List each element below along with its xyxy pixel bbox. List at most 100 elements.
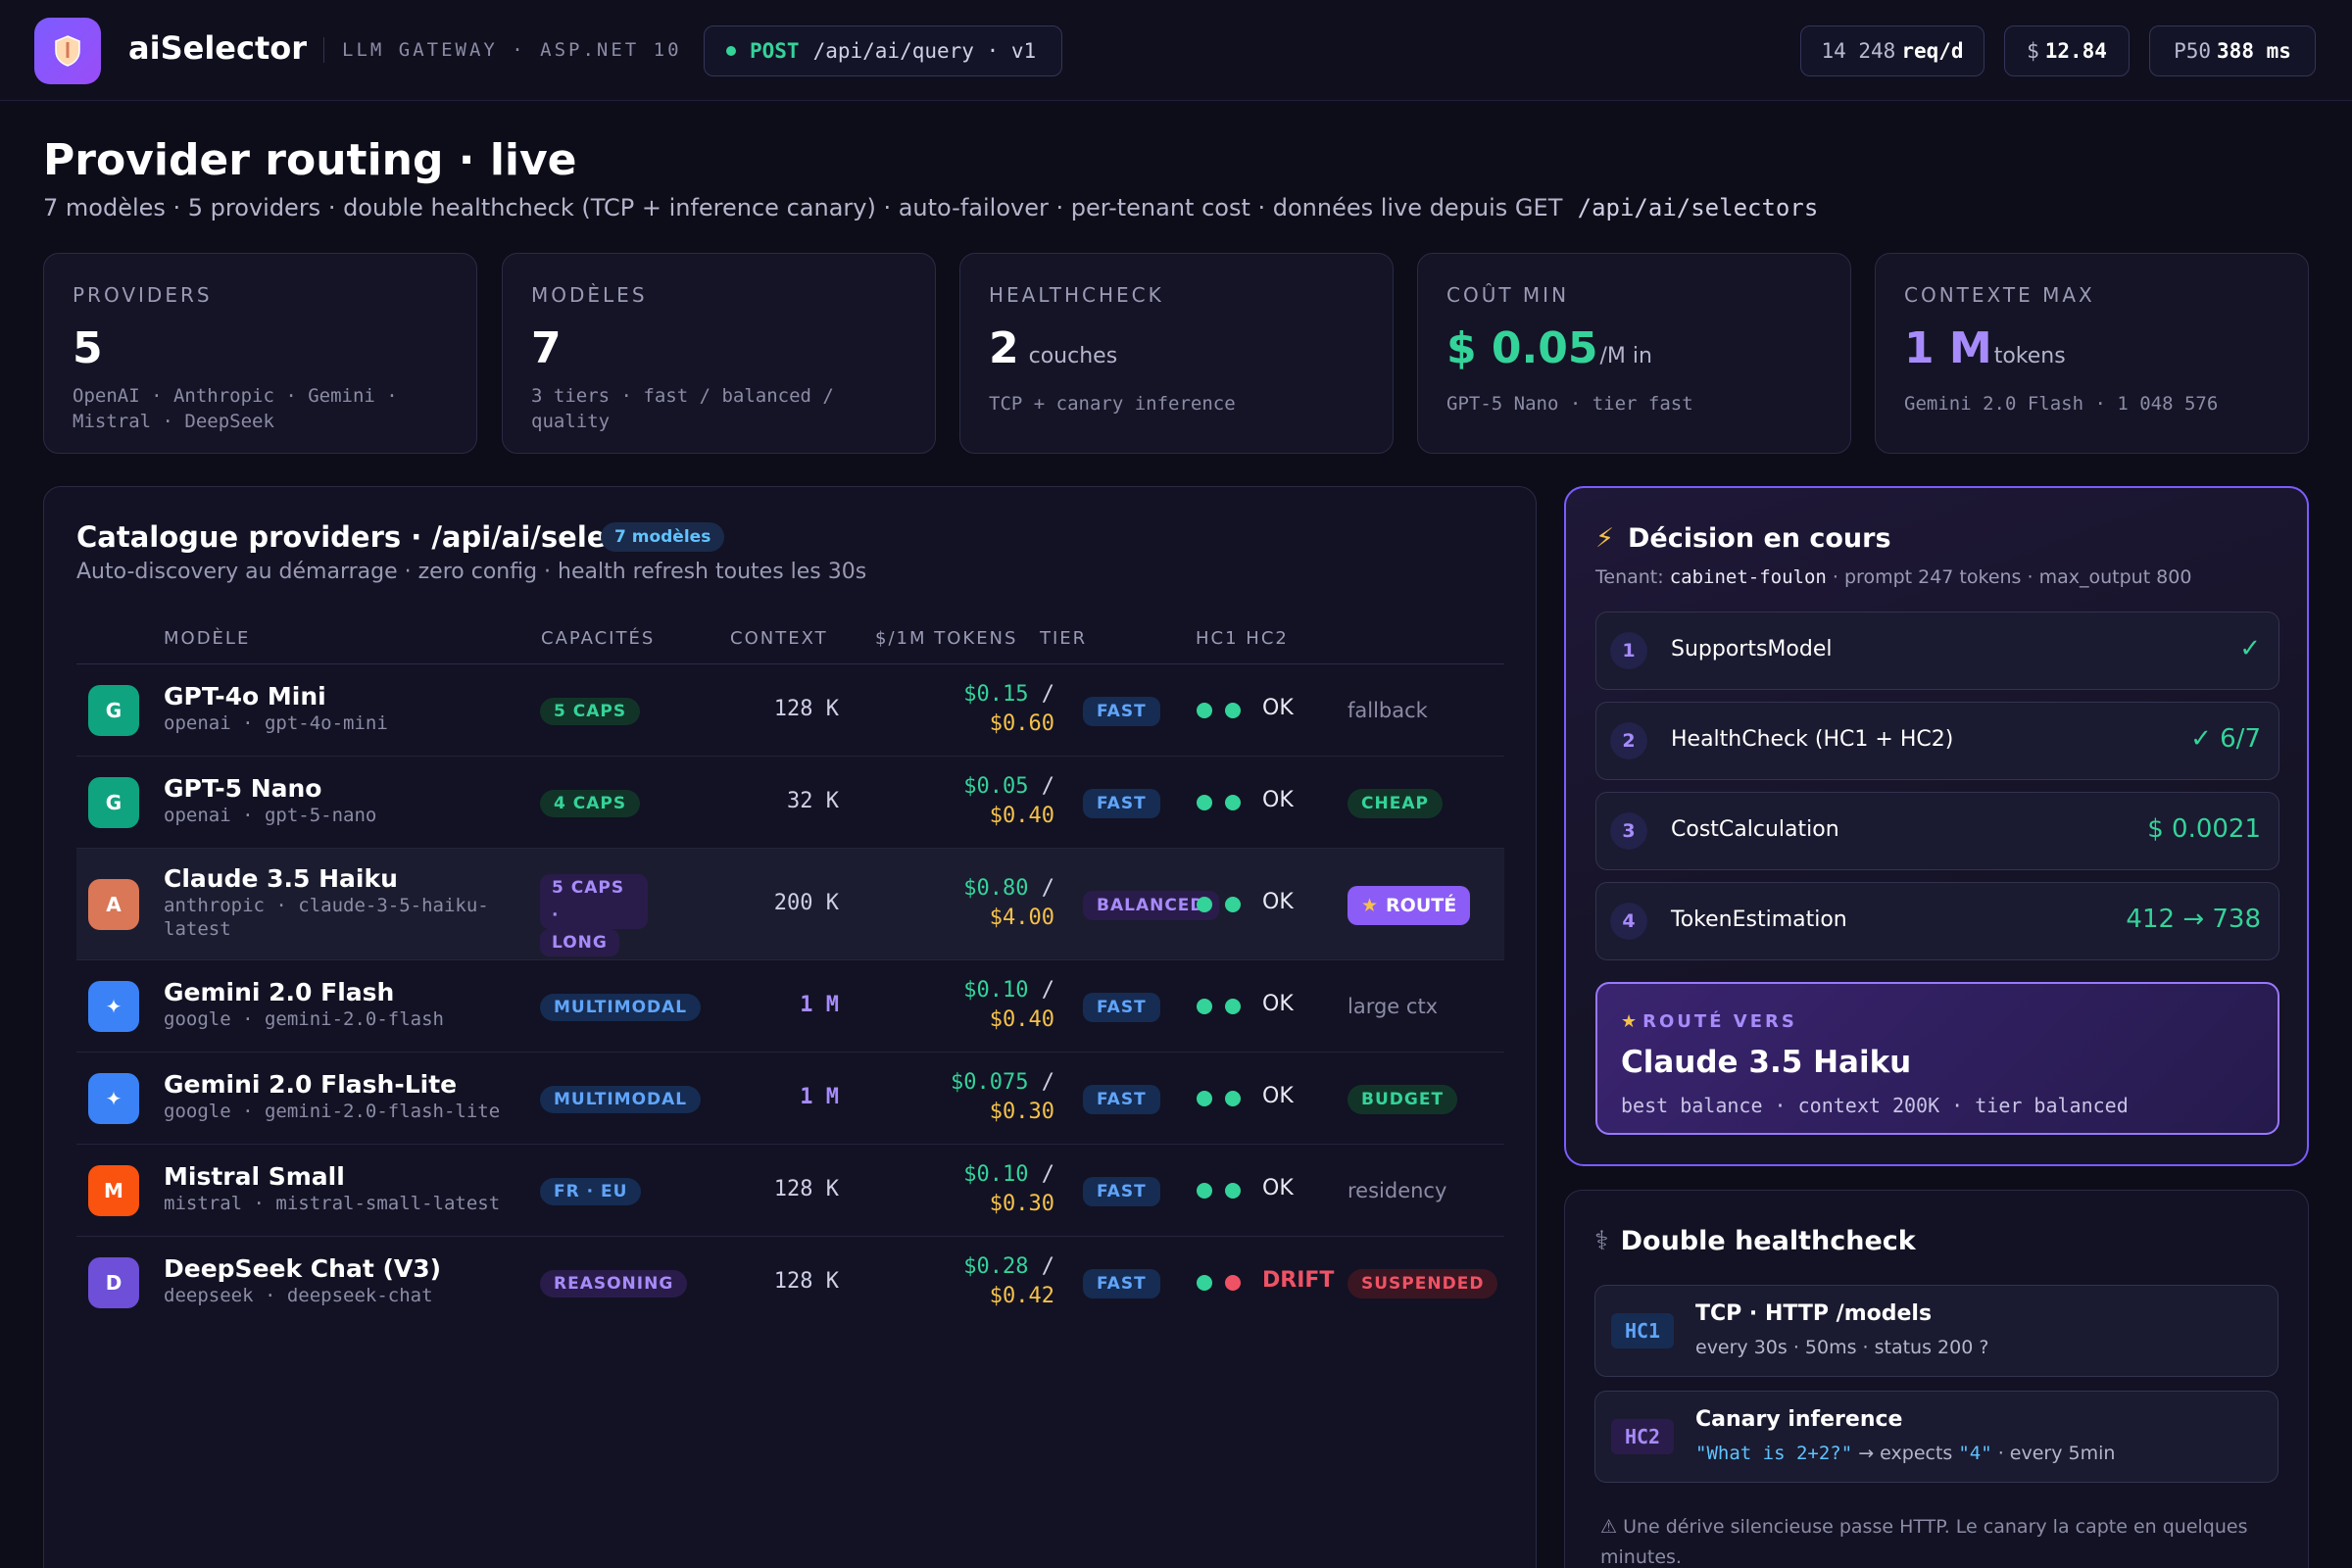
model-name: Gemini 2.0 Flash-Lite — [164, 1070, 458, 1099]
model-id: deepseek · deepseek-chat — [164, 1285, 433, 1306]
column-header-context[interactable]: CONTEXT — [730, 628, 828, 649]
health-status-drift: DRIFT — [1262, 1268, 1335, 1293]
hc1-tag: HC1 — [1611, 1313, 1674, 1348]
page-title: Provider routing · live — [43, 135, 577, 185]
table-row-selected[interactable]: A Claude 3.5 Haiku anthropic · claude-3-… — [76, 849, 1504, 960]
catalogue-panel: Catalogue providers · /api/ai/selectors … — [43, 486, 1537, 1568]
mistral-avatar: M — [88, 1165, 139, 1216]
kpi-max-context: CONTEXTE MAX 1 Mtokens Gemini 2.0 Flash … — [1875, 253, 2309, 454]
endpoint-method: POST — [750, 39, 800, 63]
capabilities-badge: 5 CAPS — [540, 698, 641, 725]
column-header-tier[interactable]: TIER — [1040, 628, 1088, 649]
hc1-status-dot — [1197, 897, 1212, 912]
hc2-status-dot — [1225, 703, 1241, 718]
model-id: openai · gpt-5-nano — [164, 805, 377, 826]
step-cost-calculation[interactable]: 3 CostCalculation $ 0.0021 — [1595, 792, 2279, 870]
openai-avatar: G — [88, 777, 139, 828]
routed-badge[interactable]: ★ ROUTÉ — [1348, 886, 1471, 925]
model-name: GPT-4o Mini — [164, 682, 326, 710]
price-cell: $0.05 /$0.40 — [963, 774, 1054, 828]
hc1-card: HC1 TCP · HTTP /models every 30s · 50ms … — [1594, 1285, 2278, 1377]
table-row[interactable]: G GPT-5 Nano openai · gpt-5-nano 4 CAPS … — [76, 757, 1504, 849]
health-status: OK — [1262, 1084, 1294, 1108]
catalogue-subtitle: Auto-discovery au démarrage · zero confi… — [76, 560, 867, 584]
price-cell: $0.10 /$0.40 — [963, 978, 1054, 1032]
tier-badge: FAST — [1083, 697, 1160, 726]
context-size: 1 M — [800, 993, 839, 1017]
table-row[interactable]: G GPT-4o Mini openai · gpt-4o-mini 5 CAP… — [76, 664, 1504, 757]
check-icon: ✓ — [2239, 634, 2261, 663]
price-cell: $0.10 /$0.30 — [963, 1162, 1054, 1216]
health-status: OK — [1262, 992, 1294, 1016]
selectors-link[interactable]: /api/ai/selectors — [1577, 194, 1819, 221]
table-row[interactable]: ✦ Gemini 2.0 Flash-Lite google · gemini-… — [76, 1053, 1504, 1145]
budget-badge: BUDGET — [1348, 1085, 1458, 1114]
tier-badge: FAST — [1083, 1269, 1160, 1298]
step-healthcheck[interactable]: 2 HealthCheck (HC1 + HC2) ✓ 6/7 — [1595, 702, 2279, 780]
health-status: OK — [1262, 1176, 1294, 1200]
tier-badge: FAST — [1083, 1085, 1160, 1114]
context-size: 200 K — [773, 891, 839, 915]
context-size: 1 M — [800, 1085, 839, 1109]
model-id: google · gemini-2.0-flash — [164, 1008, 444, 1030]
app-name: aiSelector — [128, 29, 308, 67]
hc2-status-dot — [1225, 1183, 1241, 1199]
cheap-badge: CHEAP — [1348, 789, 1443, 818]
hc2-card: HC2 Canary inference "What is 2+2?" → ex… — [1594, 1391, 2278, 1483]
hc2-status-dot — [1225, 1091, 1241, 1106]
capabilities-badge: 4 CAPS — [540, 790, 641, 817]
kpi-models: MODÈLES 7 3 tiers · fast / balanced / qu… — [502, 253, 936, 454]
column-header-healthcheck[interactable]: HC1 HC2 — [1196, 628, 1289, 649]
routed-to-card[interactable]: ★ ROUTÉ VERS Claude 3.5 Haiku best balanc… — [1595, 982, 2279, 1135]
capabilities-badge: FR · EU — [540, 1178, 642, 1205]
context-size: 128 K — [773, 1269, 839, 1294]
table-row[interactable]: D DeepSeek Chat (V3) deepseek · deepseek… — [76, 1237, 1504, 1329]
star-icon: ★ — [1621, 1011, 1638, 1032]
hc2-status-dot — [1225, 999, 1241, 1014]
model-name: Mistral Small — [164, 1162, 345, 1191]
google-sparkle-icon: ✦ — [88, 1073, 139, 1124]
model-name: Claude 3.5 Haiku — [164, 864, 398, 893]
endpoint-badge[interactable]: POST /api/ai/query · v1 — [704, 25, 1062, 76]
model-id: mistral · mistral-small-latest — [164, 1193, 501, 1214]
step-token-estimation[interactable]: 4 TokenEstimation 412 → 738 — [1595, 882, 2279, 960]
endpoint-path: /api/ai/query · v1 — [812, 39, 1037, 63]
hc1-status-dot — [1197, 795, 1212, 810]
row-note: residency — [1348, 1179, 1447, 1202]
column-header-price[interactable]: $/1M TOKENS — [875, 628, 1018, 649]
decision-title: ⚡ Décision en cours — [1595, 523, 1891, 554]
app-logo[interactable] — [34, 18, 101, 84]
openai-avatar: G — [88, 685, 139, 736]
capabilities-badge: MULTIMODAL — [540, 1086, 702, 1113]
table-row[interactable]: M Mistral Small mistral · mistral-small-… — [76, 1145, 1504, 1237]
top-bar: aiSelector LLM GATEWAY · ASP.NET 10 POST… — [0, 0, 2352, 101]
deepseek-avatar: D — [88, 1257, 139, 1308]
kpi-min-cost: COÛT MIN $ 0.05/M in GPT-5 Nano · tier f… — [1417, 253, 1851, 454]
tier-badge: BALANCED — [1083, 891, 1219, 920]
capabilities-badge: MULTIMODAL — [540, 994, 702, 1021]
hc1-status-dot — [1197, 1091, 1212, 1106]
step-supports-model[interactable]: 1 SupportsModel ✓ — [1595, 612, 2279, 690]
hc2-status-dot — [1225, 795, 1241, 810]
price-cell: $0.075 /$0.30 — [951, 1070, 1054, 1124]
shield-icon — [55, 35, 80, 67]
page-subtitle: 7 modèles · 5 providers · double healthc… — [43, 194, 1819, 221]
price-cell: $0.28 /$0.42 — [963, 1254, 1054, 1308]
kpi-providers: PROVIDERS 5 OpenAI · Anthropic · Gemini … — [43, 253, 477, 454]
hc2-tag: HC2 — [1611, 1419, 1674, 1454]
model-name: GPT-5 Nano — [164, 774, 322, 803]
star-icon: ★ — [1361, 895, 1379, 916]
healthcheck-panel: ⚕ Double healthcheck HC1 TCP · HTTP /mode… — [1564, 1190, 2309, 1568]
model-name: DeepSeek Chat (V3) — [164, 1254, 442, 1283]
health-status: OK — [1262, 696, 1294, 720]
routed-model-meta: best balance · context 200K · tier balan… — [1621, 1094, 2129, 1117]
tier-badge: FAST — [1083, 993, 1160, 1022]
tier-badge: FAST — [1083, 789, 1160, 818]
table-row[interactable]: ✦ Gemini 2.0 Flash google · gemini-2.0-f… — [76, 960, 1504, 1053]
column-header-caps[interactable]: CAPACITÉS — [541, 628, 656, 649]
decision-tenant: Tenant: cabinet-foulon · prompt 247 toke… — [1595, 566, 2192, 588]
column-header-model[interactable]: MODÈLE — [164, 628, 251, 649]
live-status-dot — [726, 46, 736, 56]
tier-badge: FAST — [1083, 1177, 1160, 1206]
hc1-status-dot — [1197, 1183, 1212, 1199]
